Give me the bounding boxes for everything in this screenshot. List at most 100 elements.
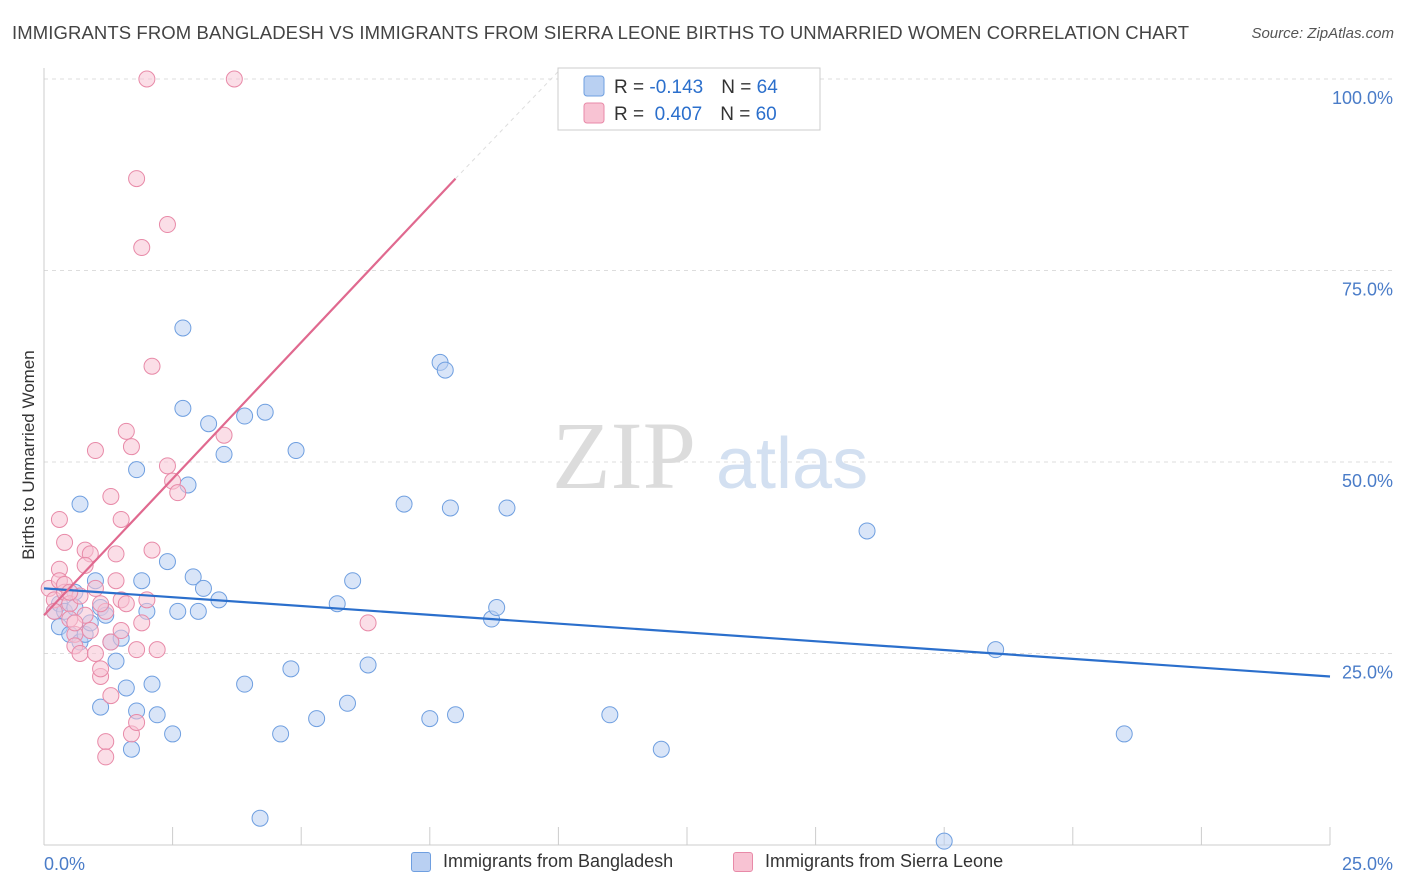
point-sierra-leone [66,614,84,632]
legend-r-label: R = [614,77,649,98]
point-bangladesh [174,399,192,417]
point-bangladesh [858,522,876,540]
point-sierra-leone [107,545,125,563]
trend-line-sierra-leone-extension [455,70,559,179]
point-sierra-leone [92,660,110,678]
y-tick-labels: 25.0% 50.0% 75.0% 100.0% [1332,88,1393,683]
trend-line-bangladesh [43,587,1331,678]
legend-n-label: N = [720,104,755,125]
point-bangladesh [1115,725,1133,743]
x-tick-label: 25.0% [1342,854,1393,874]
point-bangladesh [92,698,110,716]
legend-r-value: -0.143 [649,77,703,98]
point-bangladesh [133,572,151,590]
point-bangladesh [184,568,202,586]
point-sierra-leone [133,614,151,632]
point-sierra-leone [133,239,151,257]
point-bangladesh [441,499,459,517]
point-sierra-leone [138,70,156,88]
point-sierra-leone [128,713,146,731]
point-bangladesh [215,445,233,463]
point-sierra-leone [148,641,166,659]
point-bangladesh [128,461,146,479]
grid-lines [44,78,1392,654]
point-bangladesh [200,415,218,433]
series-legend: Immigrants from Bangladesh Immigrants fr… [0,851,1406,877]
point-bangladesh [488,599,506,617]
x-tick-labels: 0.0% 25.0% [44,854,1393,874]
point-bangladesh [652,740,670,758]
point-sierra-leone [81,622,99,640]
y-tick-label: 100.0% [1332,88,1393,108]
point-bangladesh [359,656,377,674]
point-sierra-leone [61,583,79,601]
watermark-atlas: atlas [716,424,868,504]
point-bangladesh [436,361,454,379]
point-sierra-leone [102,633,120,651]
point-bangladesh [117,679,135,697]
point-bangladesh [601,706,619,724]
point-sierra-leone [359,614,377,632]
point-bangladesh [194,579,212,597]
point-bangladesh [189,602,207,620]
legend-label-sierra-leone: Immigrants from Sierra Leone [765,851,1004,871]
point-bangladesh [935,832,953,850]
point-sierra-leone [102,487,120,505]
point-sierra-leone [71,645,89,662]
trend-lines [43,70,1331,678]
x-tick-label: 0.0% [44,854,85,874]
point-bangladesh [107,652,125,670]
point-bangladesh [395,495,413,513]
point-bangladesh [256,403,274,421]
legend-swatch-sierra-leone [733,851,753,872]
legend-swatch-pink [583,102,605,124]
legend-label-bangladesh: Immigrants from Bangladesh [443,851,674,871]
axes [43,68,1331,846]
y-axis-label: Births to Unmarried Women [19,350,38,559]
point-bangladesh [282,660,300,678]
point-sierra-leone [169,484,187,502]
point-bangladesh [272,725,290,743]
y-tick-label: 50.0% [1342,471,1393,491]
legend-r-value: 0.407 [649,104,702,125]
point-sierra-leone [122,438,140,456]
point-sierra-leone [86,579,104,597]
point-bangladesh [987,641,1005,659]
point-bangladesh [344,572,362,590]
point-bangladesh [164,725,182,743]
point-sierra-leone [112,510,130,528]
point-bangladesh [498,499,516,517]
trend-line-sierra-leone [43,177,457,616]
data-points [40,70,1133,850]
legend-r-label: R = [614,104,649,125]
y-tick-label: 75.0% [1342,280,1393,300]
point-sierra-leone [92,595,110,613]
y-tick-label: 25.0% [1342,663,1393,683]
legend-item-bangladesh[interactable]: Immigrants from Bangladesh [411,851,673,872]
point-sierra-leone [76,556,94,574]
point-sierra-leone [112,622,130,640]
legend-item-sierra-leone[interactable]: Immigrants from Sierra Leone [733,851,1003,872]
point-bangladesh [174,319,192,337]
point-sierra-leone [107,572,125,590]
point-sierra-leone [97,733,115,751]
point-sierra-leone [128,641,146,659]
point-bangladesh [143,675,161,693]
point-sierra-leone [128,170,146,188]
point-sierra-leone [215,426,233,444]
point-bangladesh [236,407,254,425]
point-bangladesh [122,740,140,758]
source-label: Source: ZipAtlas.com [1251,25,1394,42]
legend-row-bangladesh: R = -0.143 N = 64 [614,77,778,98]
point-bangladesh [421,710,439,728]
point-sierra-leone [158,216,176,234]
point-sierra-leone [86,645,104,662]
point-sierra-leone [143,357,161,375]
point-sierra-leone [117,595,135,613]
point-bangladesh [169,602,187,620]
legend-swatch-blue [583,75,605,97]
watermark-zip: ZIP [552,402,696,509]
legend-swatch-bangladesh [411,851,431,872]
point-sierra-leone [86,442,104,460]
